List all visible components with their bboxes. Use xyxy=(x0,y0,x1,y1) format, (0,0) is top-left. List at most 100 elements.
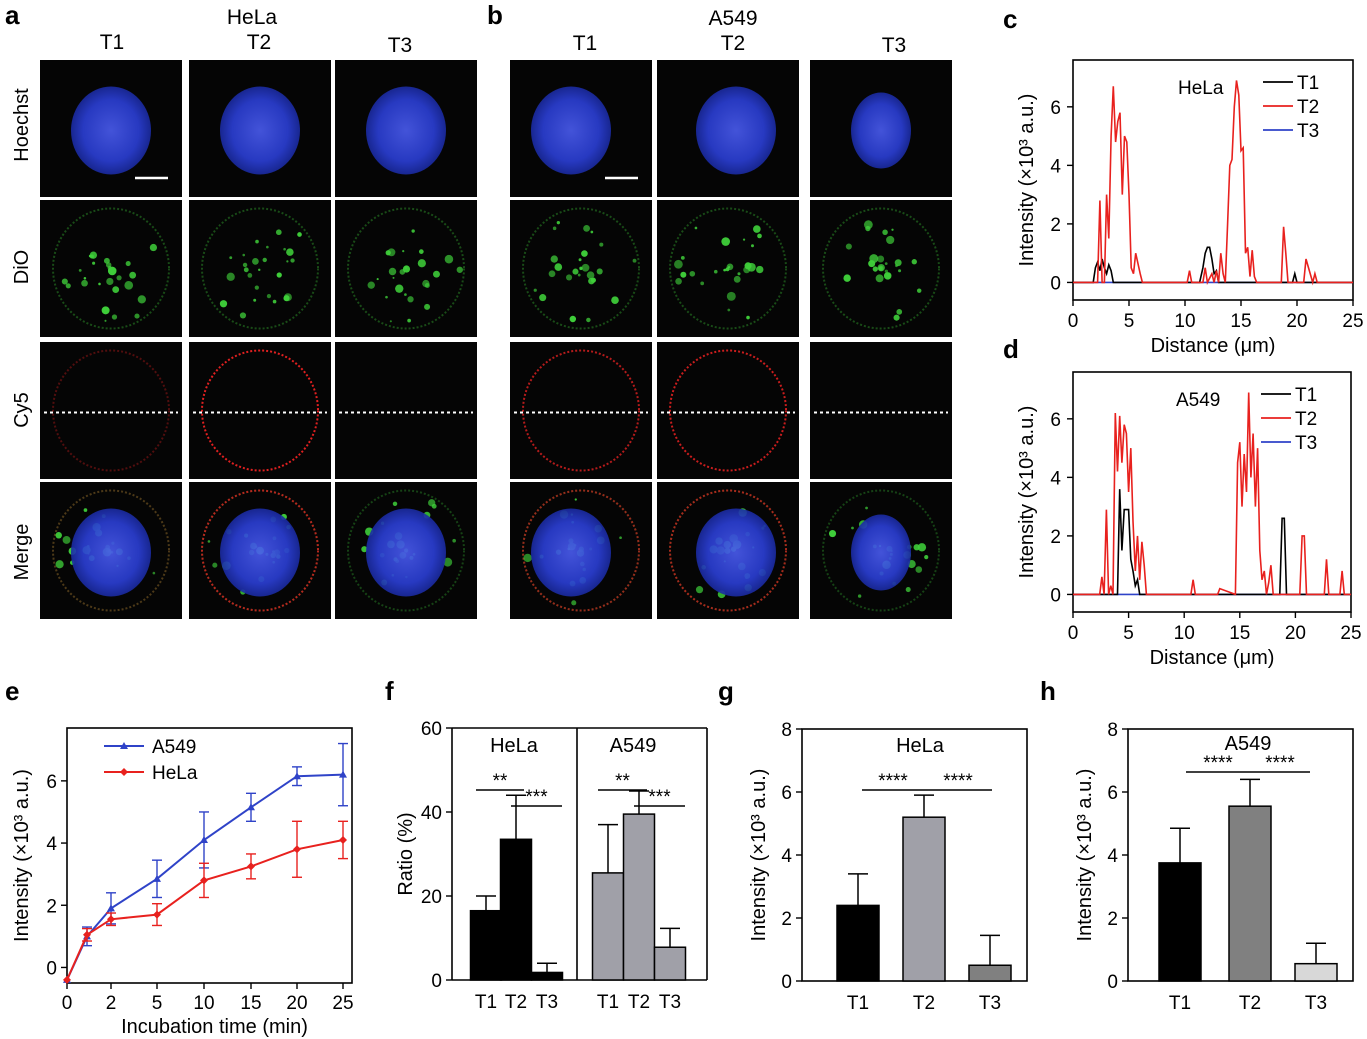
bar-t1 xyxy=(1158,862,1202,982)
vesicle xyxy=(417,259,426,268)
vesicle xyxy=(286,248,294,256)
membrane-ring xyxy=(822,489,940,612)
vesicle xyxy=(857,594,862,598)
bar-t2 xyxy=(1228,805,1272,982)
vesicle xyxy=(896,309,903,315)
vesicle xyxy=(137,295,146,304)
micrograph-a549-t1-merge xyxy=(510,482,652,619)
x-tick-label: T1 xyxy=(475,992,497,1013)
micro-a-col-t3: T3 xyxy=(388,34,413,57)
legend-label-t1: T1 xyxy=(1297,73,1319,94)
vesicle xyxy=(219,300,228,308)
vesicle xyxy=(88,254,92,258)
vesicle xyxy=(247,273,253,278)
vesicle xyxy=(843,274,851,282)
micrograph-a549-t3-cy5 xyxy=(810,342,952,479)
bar-t2 xyxy=(622,813,656,981)
micrograph-a549-t1-dio xyxy=(510,200,652,337)
vesicle xyxy=(877,255,885,263)
membrane-ring xyxy=(201,207,319,330)
x-tick-label: T2 xyxy=(913,993,935,1014)
data-point xyxy=(339,770,347,778)
x-tick-label: T1 xyxy=(1169,993,1191,1014)
data-point xyxy=(83,930,91,939)
bar-t1 xyxy=(469,909,503,981)
significance-label: *** xyxy=(525,787,548,808)
y-axis-label: Intensity (×10³ a.u.) xyxy=(1016,94,1038,267)
y-tick-label: 2 xyxy=(1050,527,1061,548)
vesicle xyxy=(424,303,431,310)
micrograph-hela-t2-dio xyxy=(189,200,331,337)
x-axis-label: Incubation time (min) xyxy=(121,1016,308,1038)
series-line-t1 xyxy=(1073,489,1351,596)
chart-d: 0 5 10 15 20 25 0 2 4 6 Distance (μm) Intensity (×1… xyxy=(1016,371,1362,669)
membrane-ring xyxy=(669,349,787,472)
vesicle xyxy=(916,288,922,293)
membrane-ring xyxy=(522,207,640,330)
x-tick-label: 0 xyxy=(62,993,73,1014)
vesicle xyxy=(106,277,114,286)
vesicle xyxy=(674,259,683,269)
chart-h: 0 2 4 6 8 Intensity (×10³ a.u.) A549 T1 T2 T3 ****… xyxy=(1074,720,1354,1014)
vesicle xyxy=(590,230,594,234)
membrane-ring xyxy=(822,207,940,330)
vesicle xyxy=(851,526,854,530)
y-tick-label: 6 xyxy=(781,783,792,804)
vesicle xyxy=(252,258,259,265)
vesicle xyxy=(886,235,895,245)
x-axis-label: Distance (μm) xyxy=(1150,647,1275,669)
micrograph-a549-t1-cy5 xyxy=(510,342,652,479)
vesicle xyxy=(924,555,929,560)
vesicle xyxy=(757,233,762,239)
vesicle xyxy=(577,273,581,277)
micrograph-hela-t3-merge xyxy=(335,482,477,619)
membrane-ring xyxy=(522,489,640,612)
nucleus xyxy=(220,508,300,597)
x-tick-label: 20 xyxy=(1286,311,1307,332)
vesicle xyxy=(388,267,397,276)
vesicle xyxy=(242,262,248,268)
vesicle xyxy=(61,278,68,285)
vesicle xyxy=(695,586,704,594)
vesicle xyxy=(290,258,295,263)
membrane-ring xyxy=(669,207,787,330)
bar-t3 xyxy=(530,971,564,981)
y-axis-label: Intensity (×10³ a.u.) xyxy=(748,769,770,942)
data-point xyxy=(247,803,255,811)
vesicle xyxy=(107,265,112,271)
bar-t3 xyxy=(968,964,1012,982)
vesicle xyxy=(104,319,107,322)
vesicle xyxy=(411,229,415,233)
significance-label: ** xyxy=(615,771,630,792)
data-point xyxy=(107,915,115,924)
nucleus xyxy=(851,514,911,591)
vesicle xyxy=(751,244,754,248)
vesicle xyxy=(283,295,290,302)
micrograph-hela-t2-cy5 xyxy=(189,342,331,479)
y-tick-label: 6 xyxy=(1107,783,1118,804)
vesicle xyxy=(101,306,110,315)
membrane-ring xyxy=(669,489,787,612)
nucleus xyxy=(696,86,776,175)
y-tick-label: 2 xyxy=(46,896,57,917)
plot-frame xyxy=(1072,371,1352,613)
vesicle xyxy=(433,270,440,278)
bar-t1 xyxy=(836,904,880,982)
y-tick-label: 4 xyxy=(781,846,792,867)
vesicle xyxy=(569,315,577,323)
y-tick-label: 8 xyxy=(781,720,792,741)
vesicle xyxy=(92,261,96,265)
membrane-ring xyxy=(522,349,640,472)
group-title-hela: HeLa xyxy=(490,735,539,757)
vesicle xyxy=(258,268,261,272)
vesicle xyxy=(422,279,430,288)
panel-label-h: h xyxy=(1040,676,1056,706)
y-tick-label: 2 xyxy=(781,909,792,930)
data-point xyxy=(63,975,71,984)
x-tick-label: 0 xyxy=(1068,311,1079,332)
vesicle xyxy=(89,251,98,259)
vesicle xyxy=(893,314,900,321)
y-tick-label: 20 xyxy=(421,887,442,908)
x-tick-label: 5 xyxy=(152,993,163,1014)
significance-label: ** xyxy=(493,771,508,792)
